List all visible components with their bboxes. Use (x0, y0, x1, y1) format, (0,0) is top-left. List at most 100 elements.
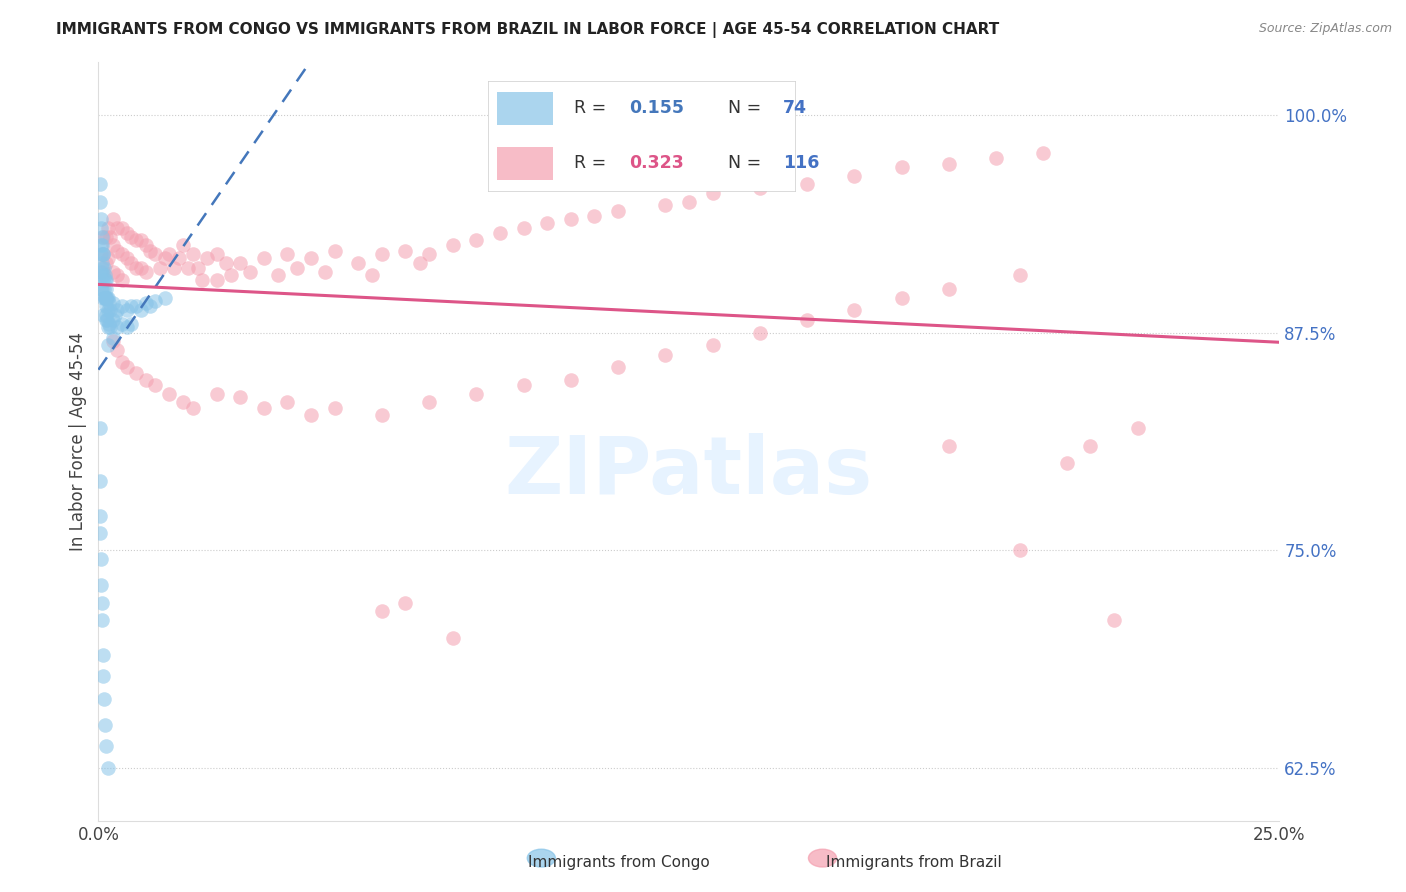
Point (408, 256, 430, 270)
Point (91, 291, 114, 305)
Point (97, 221, 120, 235)
Point (177, 261, 200, 276)
Point (654, 198, 676, 212)
Point (98, 320, 121, 334)
Point (796, 313, 818, 327)
Point (135, 296, 157, 310)
Point (115, 226, 138, 240)
Point (91, 268, 114, 282)
Point (654, 348, 676, 362)
Point (465, 233, 488, 247)
Point (97, 317, 120, 331)
Point (276, 395, 298, 409)
Point (441, 238, 464, 252)
Point (267, 268, 290, 282)
Point (560, 373, 582, 387)
Point (371, 605, 394, 619)
Point (984, 151, 1007, 165)
Point (105, 343, 128, 357)
Point (90, 264, 112, 278)
Point (215, 256, 238, 270)
Point (607, 203, 630, 218)
Point (94, 229, 117, 244)
Point (153, 251, 176, 265)
Point (205, 247, 228, 261)
Point (1056, 456, 1078, 470)
Point (90, 212, 112, 227)
Point (91, 247, 114, 261)
Point (97, 320, 120, 334)
Point (97, 296, 120, 310)
Point (90, 578, 112, 592)
Text: IMMIGRANTS FROM CONGO VS IMMIGRANTS FROM BRAZIL IN LABOR FORCE | AGE 45-54 CORRE: IMMIGRANTS FROM CONGO VS IMMIGRANTS FROM… (56, 22, 1000, 38)
Point (96, 313, 118, 327)
Point (101, 238, 124, 252)
Point (115, 320, 138, 334)
Point (94, 268, 117, 282)
Point (90, 256, 112, 270)
Point (702, 338, 724, 352)
Point (181, 247, 204, 261)
Point (253, 251, 276, 265)
Point (90, 247, 112, 261)
Point (111, 317, 134, 331)
Point (125, 300, 148, 314)
Point (93, 691, 115, 706)
Point (98, 229, 121, 244)
Point (121, 317, 143, 331)
Point (129, 302, 152, 317)
Point (157, 386, 180, 401)
Point (91, 613, 114, 627)
Point (844, 169, 866, 183)
Point (90, 229, 112, 244)
Point (276, 247, 298, 261)
Point (94, 308, 117, 322)
Point (89, 508, 111, 523)
Point (105, 302, 128, 317)
Point (129, 261, 152, 276)
Point (890, 160, 912, 174)
Point (105, 268, 128, 282)
Point (90, 596, 112, 610)
Point (94, 739, 117, 753)
Point (1102, 613, 1125, 627)
Text: Immigrants from Congo: Immigrants from Congo (527, 855, 710, 870)
Point (938, 156, 960, 170)
Point (489, 226, 512, 240)
Point (98, 302, 121, 317)
Point (91, 308, 114, 322)
Point (163, 261, 186, 276)
Point (111, 355, 134, 369)
Text: Immigrants from Brazil: Immigrants from Brazil (827, 855, 1001, 870)
Point (91, 282, 114, 296)
Point (91, 261, 114, 276)
Point (125, 366, 148, 380)
Point (172, 395, 194, 409)
Point (105, 244, 128, 258)
Point (94, 291, 117, 305)
Point (101, 334, 124, 349)
Point (91, 247, 114, 261)
Point (938, 282, 960, 296)
Point (89, 474, 111, 488)
Point (253, 401, 276, 415)
Point (111, 221, 134, 235)
Point (104, 308, 127, 322)
Point (125, 261, 148, 276)
Point (441, 631, 464, 645)
Point (129, 233, 152, 247)
Point (96, 291, 118, 305)
Point (91, 669, 114, 683)
Point (115, 251, 138, 265)
Point (219, 268, 242, 282)
Point (93, 291, 115, 305)
Point (125, 233, 148, 247)
Point (94, 273, 117, 287)
Point (94, 300, 117, 314)
Point (96, 291, 118, 305)
Point (195, 251, 218, 265)
Point (187, 261, 209, 276)
Point (91, 273, 114, 287)
Point (536, 216, 558, 230)
Text: Source: ZipAtlas.com: Source: ZipAtlas.com (1258, 22, 1392, 36)
